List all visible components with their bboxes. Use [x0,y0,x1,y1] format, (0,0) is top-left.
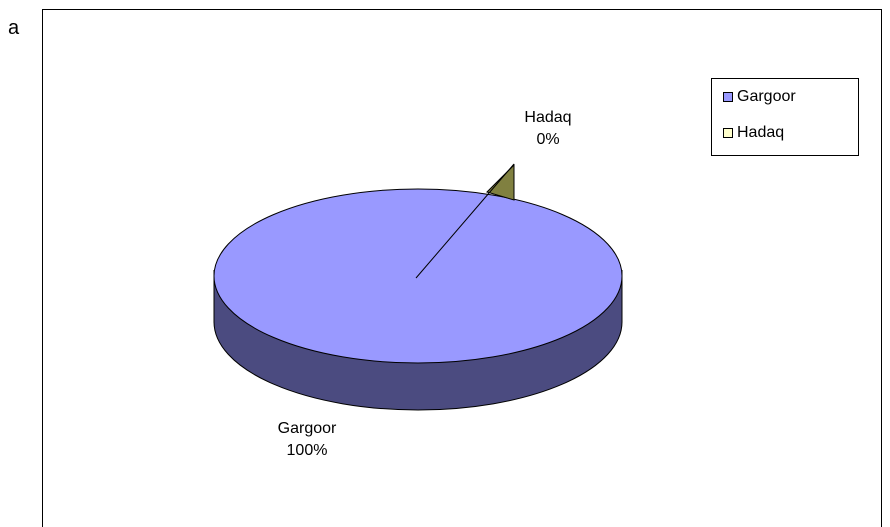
legend-item-gargoor: Gargoor [723,87,796,107]
panel-letter: a [8,17,20,39]
legend-label-hadaq: Hadaq [737,124,785,141]
data-label-hadaq-percent: 0% [536,131,560,148]
legend: Gargoor Hadaq [711,78,859,156]
legend-swatch-gargoor [723,92,733,102]
data-label-hadaq: Hadaq 0% [508,107,588,151]
leader-line-hadaq [415,163,515,279]
legend-item-hadaq: Hadaq [723,123,784,143]
chart-area [42,9,882,527]
legend-swatch-hadaq [723,128,733,138]
data-label-hadaq-name: Hadaq [524,109,572,126]
legend-label-gargoor: Gargoor [737,88,796,105]
data-label-gargoor-name: Gargoor [277,420,337,437]
pie-slice-hadaq [486,163,515,201]
data-label-gargoor-percent: 100% [286,442,328,459]
data-label-gargoor: Gargoor 100% [262,418,352,462]
